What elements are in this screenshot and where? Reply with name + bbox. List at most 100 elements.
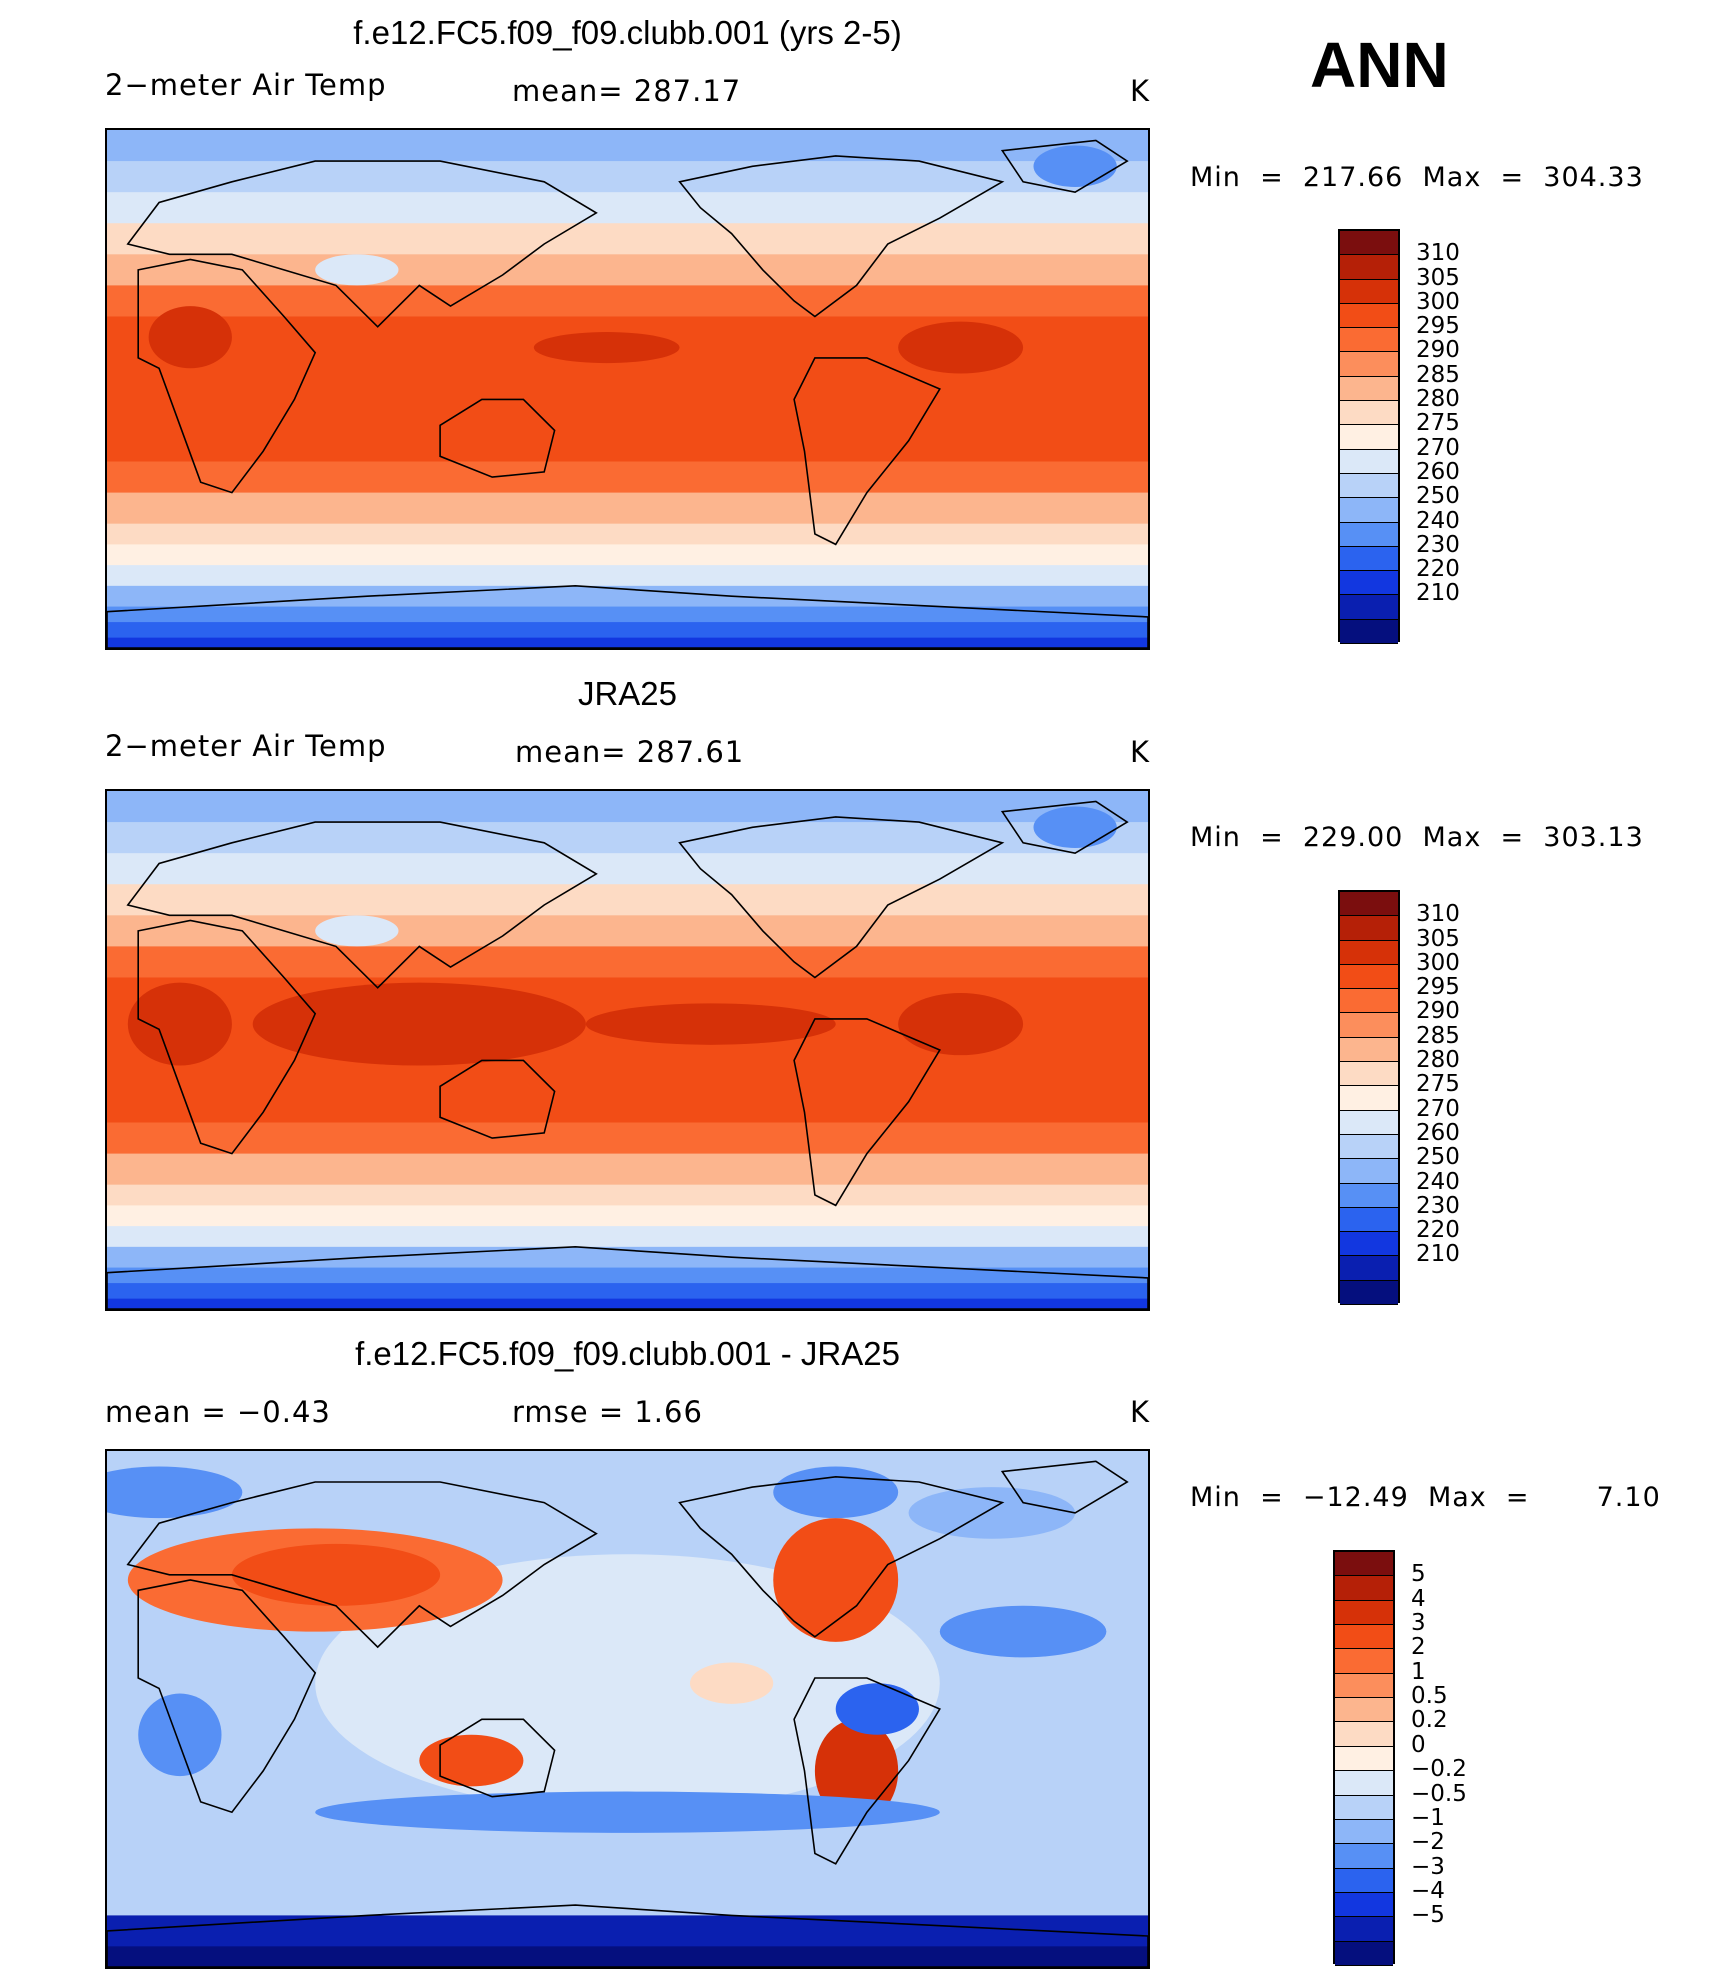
temperature-band — [107, 853, 1148, 886]
colorbar-swatch — [1340, 1159, 1398, 1184]
colorbar-swatch — [1335, 1600, 1393, 1626]
temperature-band — [107, 884, 1148, 917]
temperature-band — [107, 1122, 1148, 1155]
colorbar-swatch — [1340, 425, 1398, 450]
anomaly-region — [814, 1719, 899, 1823]
warm-region — [585, 1003, 836, 1045]
colorbar-tick-label: 290 — [1416, 337, 1460, 364]
colorbar-tick-label: 210 — [1416, 580, 1460, 607]
coastline — [439, 398, 556, 478]
colorbar-swatch — [1335, 1819, 1393, 1845]
colorbar-swatch — [1340, 892, 1398, 917]
colorbar-tick-label: 250 — [1416, 1144, 1460, 1171]
anomaly-region — [939, 1605, 1107, 1658]
colorbar-tick-label: 275 — [1416, 410, 1460, 437]
colorbar-tick-label: 2 — [1411, 1634, 1426, 1661]
colorbar-tick-label: 250 — [1416, 483, 1460, 510]
warm-region — [533, 332, 680, 364]
coastline — [1000, 800, 1129, 855]
colorbar-tick-label: 0.2 — [1411, 1707, 1448, 1734]
colorbar-swatch — [1340, 255, 1398, 280]
colorbar-tick-label: −1 — [1411, 1804, 1445, 1831]
colorbar-swatch — [1340, 916, 1398, 941]
temperature-band — [107, 946, 1148, 979]
coastline — [678, 155, 1005, 318]
panel-2-map — [105, 789, 1150, 1311]
colorbar-tick-label: −5 — [1411, 1902, 1445, 1929]
panel-3-rmse-label: rmse = 1.66 — [512, 1395, 703, 1429]
colorbar-swatch — [1335, 1746, 1393, 1772]
colorbar-tick-label: 210 — [1416, 1241, 1460, 1268]
warm-region — [898, 321, 1024, 374]
colorbar-tick-label: 230 — [1416, 531, 1460, 558]
temperature-band — [107, 285, 1148, 318]
colorbar-swatch — [1340, 619, 1398, 644]
colorbar-swatch — [1335, 1795, 1393, 1820]
coastline — [137, 258, 317, 494]
colorbar-tick-label: 310 — [1416, 901, 1460, 928]
colorbar-swatch — [1340, 989, 1398, 1014]
temperature-band — [107, 1153, 1148, 1186]
map-field — [107, 1451, 1148, 1967]
colorbar-swatch — [1340, 1256, 1398, 1281]
temperature-band — [107, 585, 1148, 608]
colorbar-tick-label: 285 — [1416, 361, 1460, 388]
panel-1-title: f.e12.FC5.f09_f09.clubb.001 (yrs 2-5) — [353, 14, 902, 51]
temperature-band — [107, 1298, 1148, 1309]
colorbar-tick-label: −0.2 — [1411, 1756, 1467, 1783]
temperature-band — [107, 161, 1148, 194]
colorbar-swatch — [1340, 231, 1398, 256]
colorbar-tick-label: 280 — [1416, 386, 1460, 413]
coastline — [1000, 139, 1129, 194]
coastline — [126, 160, 598, 328]
colorbar-tick-label: 275 — [1416, 1071, 1460, 1098]
temperature-band — [107, 1246, 1148, 1269]
colorbar-tick-label: 305 — [1416, 264, 1460, 291]
temperature-band — [107, 544, 1148, 567]
cold-region — [1033, 806, 1117, 848]
colorbar-tick-label: 4 — [1411, 1585, 1426, 1612]
temperature-band — [107, 565, 1148, 587]
colorbar-swatch — [1340, 1232, 1398, 1257]
colorbar-swatch — [1340, 328, 1398, 353]
colorbar-swatch — [1340, 1013, 1398, 1038]
panel-2-variable-label: 2−meter Air Temp — [105, 729, 387, 763]
colorbar-swatch — [1340, 1110, 1398, 1135]
colorbar-tick-label: −2 — [1411, 1829, 1445, 1856]
temperature-band — [107, 1267, 1148, 1285]
anomaly-region — [231, 1543, 441, 1606]
colorbar-swatch — [1340, 1183, 1398, 1208]
map-field — [107, 130, 1148, 648]
warm-region — [127, 982, 232, 1066]
panel-1-minmax: Min = 217.66 Max = 304.33 — [1190, 162, 1644, 193]
colorbar-swatch — [1340, 498, 1398, 523]
map-field — [107, 791, 1148, 1309]
colorbar-swatch — [1340, 1207, 1398, 1233]
colorbar-tick-label: 305 — [1416, 925, 1460, 952]
colorbar-swatch — [1340, 595, 1398, 620]
cold-region — [315, 915, 399, 947]
coastline — [793, 1677, 941, 1865]
colorbar-tick-label: 270 — [1416, 434, 1460, 461]
panel-3-mean-label: mean = −0.43 — [105, 1395, 331, 1429]
temperature-band — [107, 192, 1148, 225]
colorbar-tick-label: 240 — [1416, 507, 1460, 534]
colorbar-swatch — [1340, 964, 1398, 990]
colorbar-tick-label: 270 — [1416, 1095, 1460, 1122]
anomaly-region — [773, 1466, 899, 1519]
colorbar-swatch — [1340, 571, 1398, 596]
colorbar-tick-label: 3 — [1411, 1610, 1426, 1637]
temperature-band — [107, 130, 1148, 163]
coastline — [678, 816, 1005, 979]
colorbar-swatch — [1340, 1086, 1398, 1111]
colorbar-swatch — [1340, 401, 1398, 426]
colorbar-tick-label: −3 — [1411, 1853, 1445, 1880]
temperature-band — [107, 223, 1148, 256]
temperature-band — [107, 791, 1148, 824]
colorbar-tick-label: 290 — [1416, 998, 1460, 1025]
colorbar-swatch — [1340, 1037, 1398, 1063]
coastline — [126, 1481, 598, 1649]
coastline — [439, 1059, 556, 1139]
colorbar-tick-label: 5 — [1411, 1561, 1426, 1588]
colorbar-tick-label: 0.5 — [1411, 1683, 1448, 1710]
